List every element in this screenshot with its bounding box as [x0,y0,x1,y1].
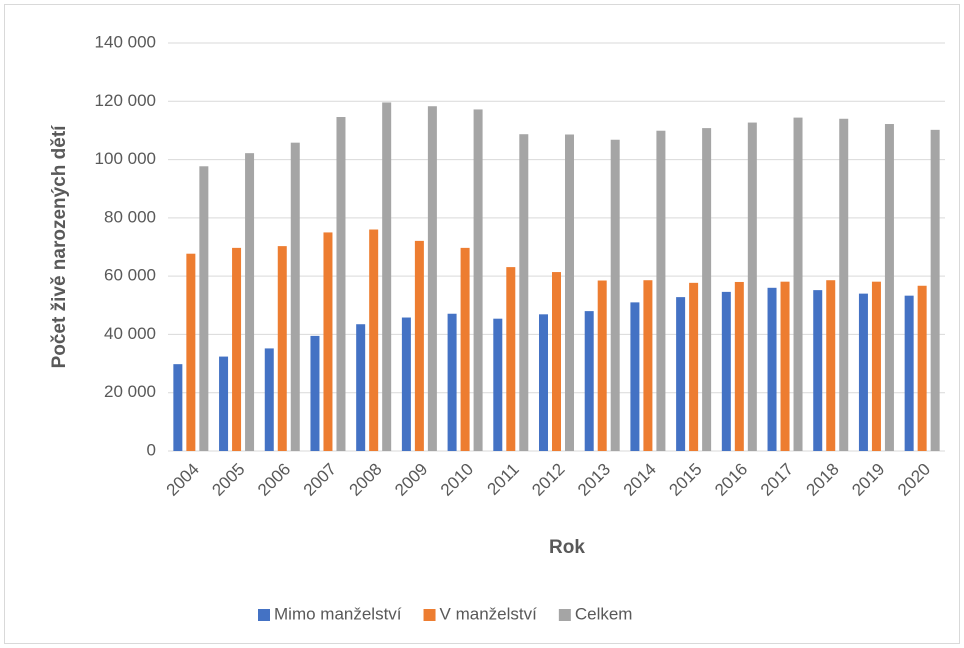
bar [630,302,640,451]
bar [702,128,712,451]
bar [689,282,699,451]
bar [414,240,424,451]
y-tick-label: 80 000 [104,207,156,226]
bar [264,348,274,451]
bar [643,280,653,451]
y-tick-label: 140 000 [95,32,156,51]
bar [173,364,183,451]
y-tick-label: 20 000 [104,382,156,401]
bar [519,134,529,451]
bar [277,246,287,451]
bar [610,139,620,452]
bar [290,142,300,451]
bar [427,106,437,452]
y-tick-label: 40 000 [104,324,156,343]
bar [401,317,411,451]
bar [656,130,666,451]
bar [904,295,914,451]
bar [747,122,757,451]
bar [930,129,940,452]
bar [493,318,503,451]
bar [917,285,927,451]
bar [369,229,379,451]
y-axis-title: Počet živě narozených dětí [49,125,70,369]
bar [310,335,320,451]
y-tick-label: 60 000 [104,266,156,285]
bar [336,117,346,451]
bar [539,314,548,451]
bar [219,356,229,451]
bar [676,297,686,451]
y-tick-label: 0 [147,440,156,459]
bar [186,253,196,451]
bar [473,109,483,452]
bar [460,247,470,451]
legend-swatch [558,609,571,621]
bar [506,267,516,451]
bar [813,290,823,451]
legend-swatch [258,609,270,621]
x-axis-title: Rok [549,537,585,558]
bar [858,293,868,451]
bar [232,247,242,451]
bar [552,272,561,451]
bar [447,313,457,451]
bar [793,117,803,451]
bar [721,291,731,451]
bar [199,166,209,451]
legend-label: Mimo manželství [274,604,402,623]
legend-label: Celkem [575,604,633,623]
legend-label: V manželství [440,604,538,623]
bar [382,102,392,452]
bar [871,281,881,451]
bar [245,153,255,451]
y-tick-label: 100 000 [95,149,156,168]
bar [780,281,790,451]
bar [597,280,607,451]
bar [323,232,333,451]
y-tick-label: 120 000 [95,91,156,110]
bar [884,124,894,451]
bar [826,280,836,451]
bar [767,287,777,451]
bar [356,324,366,451]
legend-swatch [423,609,436,621]
bar [565,134,574,451]
bar [584,311,594,451]
bar [839,118,849,452]
bar [734,281,744,451]
